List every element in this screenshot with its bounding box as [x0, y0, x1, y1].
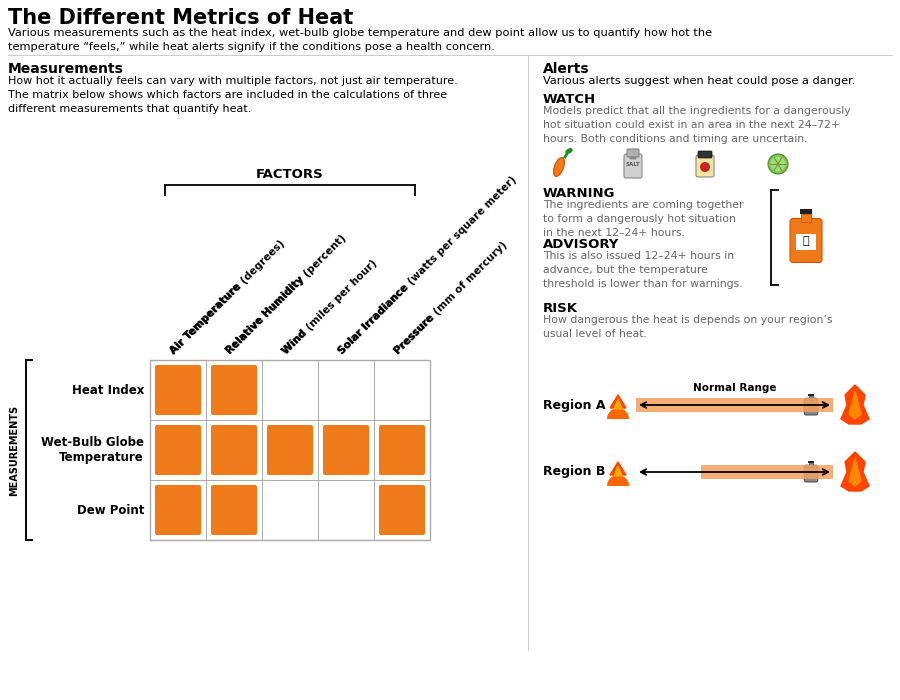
Polygon shape: [614, 466, 622, 476]
Circle shape: [630, 158, 632, 159]
FancyBboxPatch shape: [790, 218, 822, 262]
Bar: [808, 394, 814, 396]
Text: Wet-Bulb Globe
Temperature: Wet-Bulb Globe Temperature: [41, 435, 144, 465]
Text: Relative Humidity (percent): Relative Humidity (percent): [225, 233, 348, 356]
Bar: [150, 360, 430, 540]
Text: WATCH: WATCH: [543, 93, 596, 106]
Text: ADVISORY: ADVISORY: [543, 238, 619, 251]
FancyBboxPatch shape: [267, 425, 313, 475]
Polygon shape: [610, 462, 626, 475]
Text: This is also issued 12–24+ hours in
advance, but the temperature
threshold is lo: This is also issued 12–24+ hours in adva…: [543, 251, 742, 289]
Text: Solar Irradiance (watts per square meter): Solar Irradiance (watts per square meter…: [337, 174, 518, 356]
Polygon shape: [847, 395, 863, 408]
Circle shape: [768, 154, 788, 174]
FancyBboxPatch shape: [211, 365, 257, 415]
Text: WARNING: WARNING: [543, 187, 616, 200]
Bar: [636, 398, 833, 412]
Text: Air Temperature (degrees): Air Temperature (degrees): [168, 238, 285, 356]
Text: Region B: Region B: [543, 466, 606, 479]
Text: Pressure (mm of mercury): Pressure (mm of mercury): [393, 240, 509, 356]
Circle shape: [634, 158, 635, 159]
Text: FACTORS: FACTORS: [256, 168, 324, 181]
Text: Dew Point: Dew Point: [76, 503, 144, 517]
FancyBboxPatch shape: [323, 425, 369, 475]
Text: Relative Humidity: Relative Humidity: [224, 272, 308, 356]
Text: Various measurements such as the heat index, wet-bulb globe temperature and dew : Various measurements such as the heat in…: [8, 28, 712, 52]
Polygon shape: [610, 395, 626, 408]
Text: MEASUREMENTS: MEASUREMENTS: [9, 405, 19, 496]
Bar: [796, 234, 816, 249]
Text: Air Temperature: Air Temperature: [168, 279, 246, 356]
Bar: [808, 461, 814, 463]
Ellipse shape: [554, 158, 564, 176]
Text: Normal Range: Normal Range: [693, 383, 776, 393]
Text: Air Temperature (degrees): Air Temperature (degrees): [169, 238, 287, 356]
Bar: [801, 214, 811, 221]
Text: How hot it actually feels can vary with multiple factors, not just air temperatu: How hot it actually feels can vary with …: [8, 76, 458, 114]
FancyBboxPatch shape: [155, 485, 201, 535]
Text: 🌶: 🌶: [803, 237, 809, 246]
Ellipse shape: [565, 148, 572, 154]
FancyBboxPatch shape: [624, 154, 642, 178]
Polygon shape: [614, 399, 622, 409]
Polygon shape: [849, 458, 861, 486]
Text: How dangerous the heat is depends on your region’s
usual level of heat.: How dangerous the heat is depends on you…: [543, 315, 832, 339]
Text: The Different Metrics of Heat: The Different Metrics of Heat: [8, 8, 353, 28]
FancyBboxPatch shape: [805, 466, 818, 482]
Wedge shape: [607, 408, 629, 419]
FancyBboxPatch shape: [379, 485, 425, 535]
FancyBboxPatch shape: [211, 485, 257, 535]
Text: Pressure (mm of mercury): Pressure (mm of mercury): [392, 240, 508, 356]
Circle shape: [700, 162, 710, 172]
Bar: [808, 396, 814, 400]
FancyBboxPatch shape: [627, 149, 639, 157]
Text: Wind (miles per hour): Wind (miles per hour): [281, 258, 379, 356]
Text: SALT: SALT: [626, 162, 640, 167]
FancyBboxPatch shape: [155, 425, 201, 475]
FancyBboxPatch shape: [696, 155, 714, 177]
Circle shape: [770, 156, 786, 172]
Text: Wind: Wind: [280, 326, 310, 356]
Text: Region A: Region A: [543, 398, 606, 412]
Text: Solar Irradiance: Solar Irradiance: [336, 279, 412, 356]
Polygon shape: [841, 385, 869, 424]
FancyBboxPatch shape: [805, 398, 818, 415]
Text: Solar Irradiance (watts per square meter): Solar Irradiance (watts per square meter…: [336, 174, 518, 356]
Text: Alerts: Alerts: [543, 62, 590, 76]
Text: Pressure: Pressure: [392, 310, 438, 356]
Bar: [800, 209, 812, 214]
Text: Measurements: Measurements: [8, 62, 124, 76]
Polygon shape: [841, 452, 869, 491]
FancyBboxPatch shape: [379, 425, 425, 475]
Wedge shape: [607, 475, 629, 486]
Text: Various alerts suggest when heat could pose a danger.: Various alerts suggest when heat could p…: [543, 76, 856, 86]
Text: Wind (miles per hour): Wind (miles per hour): [280, 258, 378, 356]
Circle shape: [632, 158, 634, 159]
Text: The ingredients are coming together
to form a dangerously hot situation
in the n: The ingredients are coming together to f…: [543, 200, 743, 238]
FancyBboxPatch shape: [155, 365, 201, 415]
Bar: [808, 463, 814, 467]
Wedge shape: [844, 408, 866, 419]
Text: Heat Index: Heat Index: [72, 384, 144, 396]
Polygon shape: [851, 399, 859, 409]
Bar: [701, 465, 833, 479]
Polygon shape: [849, 391, 861, 419]
FancyBboxPatch shape: [211, 425, 257, 475]
Text: RISK: RISK: [543, 302, 578, 315]
Text: Models predict that all the ingredients for a dangerously
hot situation could ex: Models predict that all the ingredients …: [543, 106, 850, 144]
FancyBboxPatch shape: [698, 151, 712, 158]
Text: Relative Humidity (percent): Relative Humidity (percent): [224, 233, 347, 356]
